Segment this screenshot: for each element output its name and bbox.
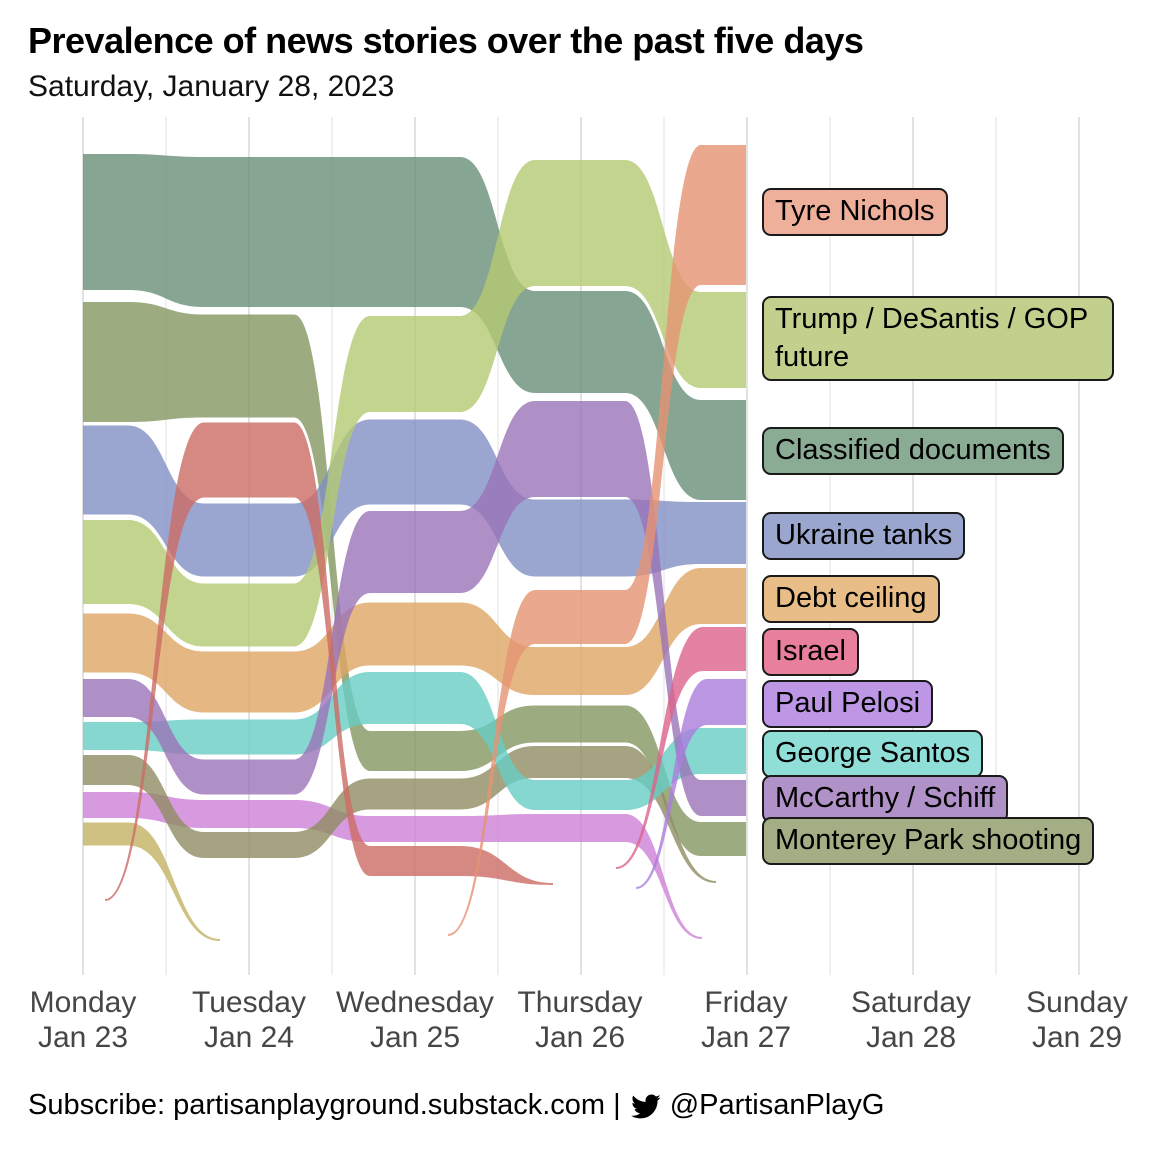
axis-day-date: Jan 26 [534,1021,626,1055]
axis-day-date: Jan 24 [203,1021,295,1055]
story-label-mccarthy-schiff: McCarthy / Schiff [762,775,1009,823]
axis-label-wednesday: Wednesday Jan 25 [336,985,494,1055]
footer: Subscribe: partisanplayground.substack.c… [28,1088,884,1122]
stream-unlabeled-olive [83,746,716,883]
axis-label-sunday: Sunday Jan 29 [1026,985,1128,1055]
stream-monterey-park-shooting [83,302,746,856]
axis-label-saturday: Saturday Jan 28 [851,985,971,1055]
axis-day-date: Jan 28 [865,1021,957,1055]
stream-trump-desantis-gop-future [83,160,746,647]
axis-label-friday: Friday Jan 27 [701,985,791,1055]
subscribe-text: Subscribe: partisanplayground.substack.c… [28,1088,621,1121]
axis-day-date: Jan 29 [1031,1021,1123,1055]
axis-day-date: Jan 27 [700,1021,792,1055]
story-label-trump-desantis-gop-future: Trump / DeSantis / GOP future [762,296,1114,382]
twitter-icon [630,1094,661,1119]
stream-unlabeled-khaki [83,822,220,941]
axis-day-name: Thursday [517,986,643,1019]
axis-day-date: Jan 25 [369,1021,461,1055]
twitter-handle: @PartisanPlayG [669,1088,885,1121]
page-title: Prevalence of news stories over the past… [28,20,864,61]
axis-day-name: Sunday [1026,986,1128,1019]
stream-george-santos [83,672,746,810]
stream-israel [616,627,746,869]
story-label-tyre-nichols: Tyre Nichols [762,188,948,236]
axis-label-thursday: Thursday Jan 26 [517,985,642,1055]
story-label-ukraine-tanks: Ukraine tanks [762,512,966,560]
axis-day-name: Monday [29,986,137,1019]
stream-tyre-nichols [448,145,746,936]
story-label-george-santos: George Santos [762,730,984,778]
axis-day-name: Wednesday [336,986,494,1019]
axis-day-name: Tuesday [192,986,306,1019]
page-subtitle: Saturday, January 28, 2023 [28,70,395,103]
story-label-paul-pelosi: Paul Pelosi [762,680,934,728]
stream-unlabeled-orchid [83,792,702,939]
story-label-monterey-park-shooting: Monterey Park shooting [762,817,1095,865]
story-label-israel: Israel [762,628,859,676]
story-label-debt-ceiling: Debt ceiling [762,575,940,623]
story-label-classified-documents: Classified documents [762,427,1064,475]
axis-day-name: Saturday [850,986,972,1019]
axis-label-tuesday: Tuesday Jan 24 [192,985,306,1055]
axis-label-monday: Monday Jan 23 [30,985,137,1055]
axis-day-name: Friday [704,986,788,1019]
stream-ukraine-tanks [83,419,746,577]
stream-classified-documents [83,154,746,500]
stream-paul-pelosi [636,679,746,889]
axis-day-date: Jan 23 [37,1021,129,1055]
stream-debt-ceiling [83,568,746,713]
